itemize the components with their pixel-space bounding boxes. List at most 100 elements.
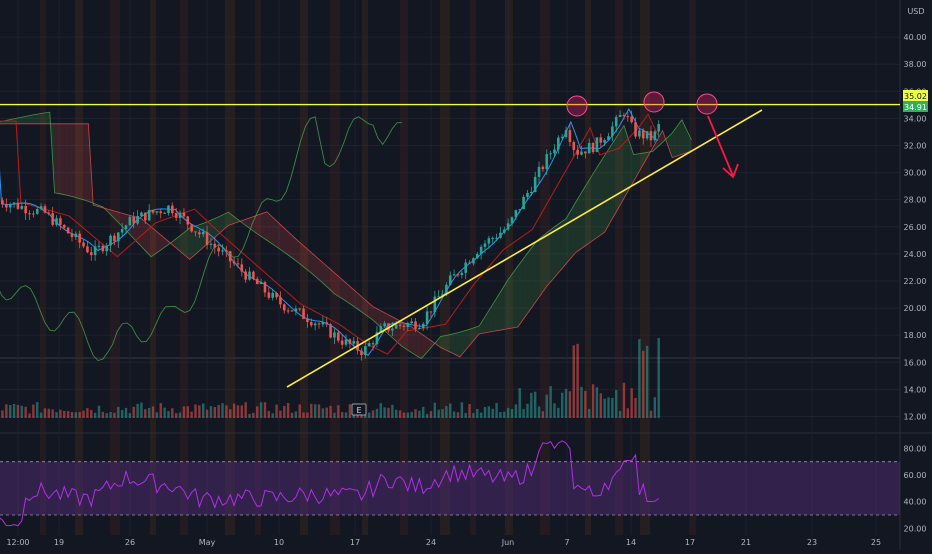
scale-mode-icon[interactable]: E: [351, 403, 367, 416]
volume-bar: [302, 412, 305, 418]
volume-bar: [638, 339, 641, 418]
candles: [1, 110, 660, 361]
candle-body: [657, 124, 660, 132]
volume-bar: [167, 411, 170, 418]
cloud-segment: [170, 239, 176, 248]
volume-bar: [55, 412, 58, 418]
cloud-segment: [175, 235, 181, 252]
volume-bar: [70, 412, 74, 418]
volume-bar: [437, 409, 440, 418]
rsi-band: [0, 461, 900, 515]
volume-bar: [344, 412, 348, 418]
session-stripe: [640, 0, 650, 535]
price-tick: 30.00: [904, 169, 927, 178]
time-tick: May: [199, 538, 216, 547]
cloud-segment: [271, 216, 277, 247]
candle-body: [24, 205, 27, 214]
candle-body: [599, 137, 603, 143]
candle-body: [1, 200, 4, 205]
volume-bar: [518, 388, 521, 418]
time-tick: 24: [426, 538, 436, 547]
candle-body: [190, 224, 193, 232]
candle-body: [186, 216, 190, 225]
candle-body: [275, 292, 278, 298]
volume-bar: [626, 408, 630, 418]
volume-bar: [66, 411, 70, 418]
rsi-tick: 40.00: [904, 498, 927, 507]
candle-body: [101, 245, 105, 252]
session-stripe: [615, 0, 623, 535]
cloud-segment: [155, 230, 161, 254]
cloud-segment: [522, 253, 528, 321]
candle-body: [286, 310, 290, 312]
volume-bar: [124, 407, 128, 418]
cloud-segment: [479, 318, 485, 334]
volume-bar: [63, 410, 66, 418]
cloud-segment: [189, 226, 195, 260]
volume-bar: [422, 406, 425, 418]
cloud-segment: [184, 227, 190, 260]
candle-body: [645, 131, 649, 139]
cloud-segment: [54, 123, 60, 194]
volume-bar: [290, 412, 294, 418]
cloud-segment: [373, 306, 378, 325]
candle-body: [429, 311, 433, 313]
drawings-layer[interactable]: [0, 91, 900, 388]
cloud-segment: [353, 289, 359, 310]
price-tick: 18.00: [904, 331, 927, 340]
cloud-segment: [73, 123, 79, 199]
cloud-segment: [677, 119, 682, 156]
volume-bar: [564, 388, 568, 418]
volume-bar: [615, 389, 618, 418]
ichimoku-cloud: [0, 111, 692, 360]
candle-body: [587, 143, 591, 154]
candle-body: [329, 324, 332, 338]
candle-body: [410, 321, 413, 324]
candle-body: [340, 340, 344, 345]
cloud-segment: [78, 123, 84, 200]
candle-body: [526, 192, 529, 197]
volume-bar: [545, 394, 548, 418]
cloud-segment: [291, 234, 296, 261]
candle-body: [460, 272, 464, 276]
candle-body: [580, 151, 583, 155]
volume-bar: [136, 403, 139, 418]
candle-body: [557, 137, 560, 150]
volume-bar: [244, 402, 247, 418]
volume-bar: [464, 413, 467, 418]
candle-body: [568, 130, 572, 143]
volume-bar: [128, 413, 132, 418]
projection-arrow-shaft: [707, 115, 734, 177]
cloud-segment: [377, 309, 383, 329]
time-tick: 10: [274, 538, 284, 547]
candle-body: [306, 318, 309, 323]
volume-bar: [263, 402, 267, 418]
candle-body: [475, 254, 479, 259]
candle-body: [82, 242, 85, 247]
cloud-segment: [334, 272, 340, 297]
candle-body: [35, 208, 39, 214]
cloud-segment: [440, 335, 446, 350]
candle-body: [267, 292, 271, 298]
candle-body: [638, 130, 641, 137]
volume-bar: [622, 382, 626, 418]
candle-body: [611, 126, 614, 137]
cloud-segment: [672, 126, 678, 158]
cloud-segment: [339, 277, 345, 300]
time-tick: 21: [741, 538, 751, 547]
cloud-segment: [242, 218, 248, 227]
volume-bar: [541, 411, 545, 418]
volume-bar: [460, 402, 464, 418]
candle-body: [244, 271, 247, 280]
volume-bar: [283, 406, 286, 418]
candle-body: [66, 227, 70, 234]
cloud-segment: [493, 295, 499, 332]
candle-body: [622, 115, 626, 117]
candle-body: [425, 311, 429, 324]
volume-bar: [9, 404, 12, 418]
candle-body: [155, 211, 159, 213]
cloud-segment: [406, 324, 412, 353]
candle-body: [255, 278, 259, 285]
